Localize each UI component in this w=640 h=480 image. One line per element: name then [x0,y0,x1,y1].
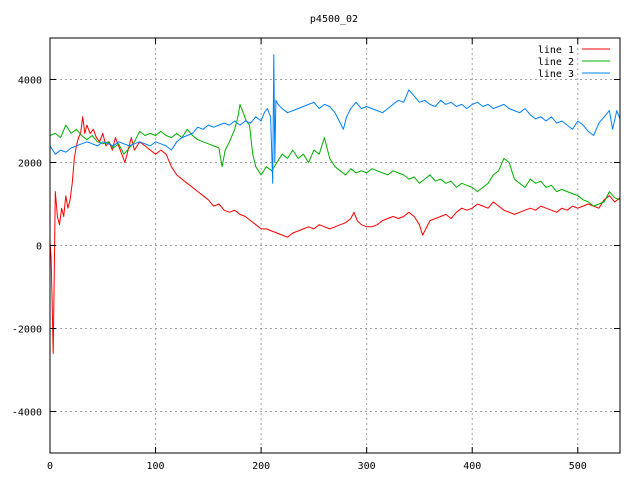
x-tick-label: 300 [358,461,376,472]
chart-title: p4500_02 [310,14,358,25]
ticks: 0 100 200 300 400 500 -4000 -2000 0 2000 4000 [12,38,620,472]
x-tick-label: 400 [463,461,481,472]
y-tick-label: 2000 [18,159,42,170]
x-tick-label: 100 [147,461,165,472]
legend-label-3: line 3 [538,69,574,80]
y-tick-label: -2000 [12,325,42,336]
y-tick-label: -4000 [12,408,42,419]
y-tick-label: 0 [36,242,42,253]
x-tick-label: 200 [252,461,270,472]
series-line-3 [49,54,621,184]
x-tick-label: 0 [47,461,53,472]
series-layer [49,54,621,354]
x-tick-label: 500 [569,461,587,472]
series-line-2 [49,103,621,207]
legend-label-2: line 2 [538,57,574,68]
grid [50,38,620,453]
y-tick-label: 4000 [18,76,42,87]
series-line-1 [49,116,621,354]
legend-label-1: line 1 [538,45,574,56]
